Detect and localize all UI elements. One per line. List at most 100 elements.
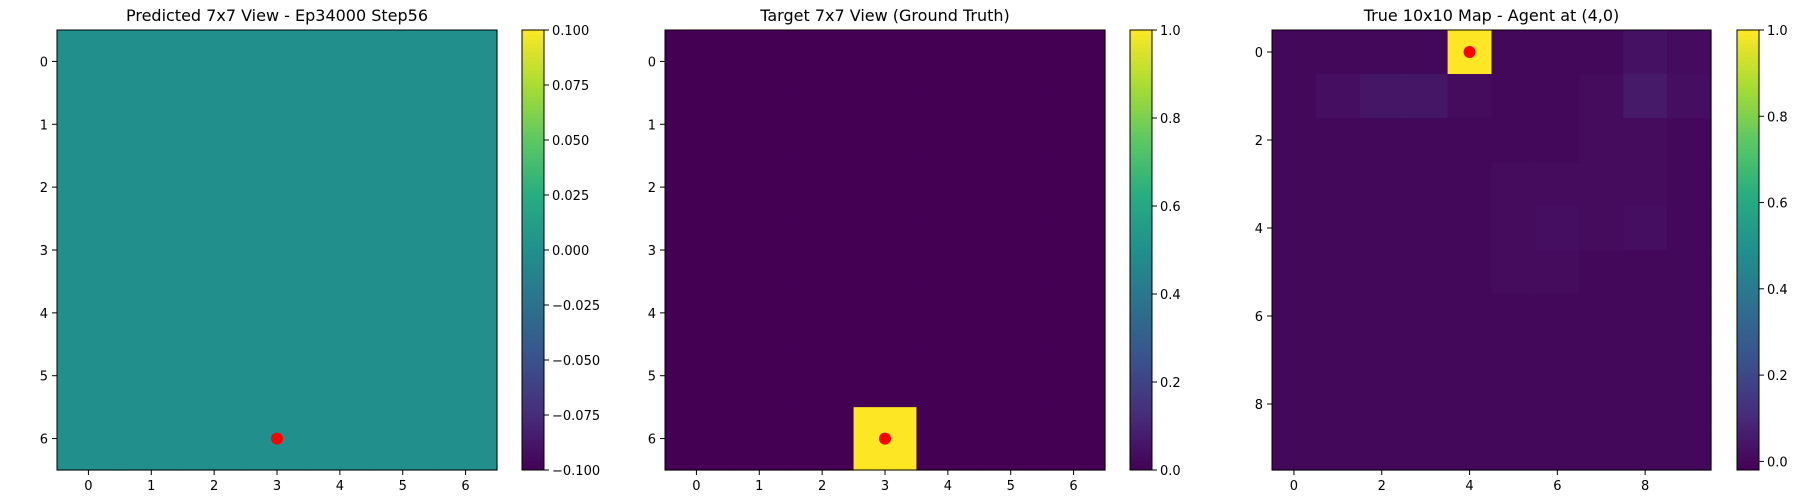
colorbar-segment (522, 417, 544, 423)
colorbar-segment (1130, 408, 1152, 414)
colorbar-segment (1737, 316, 1759, 321)
heatmap-cell (1272, 294, 1317, 339)
colorbar-segment (1737, 52, 1759, 57)
heatmap-cell (1042, 92, 1106, 157)
colorbar-segment (1737, 197, 1759, 203)
y-tick-label: 1 (40, 118, 48, 133)
x-tick-label: 8 (1641, 479, 1649, 494)
colorbar-segment (1737, 311, 1759, 317)
colorbar-segment (1130, 201, 1152, 207)
colorbar-segment (522, 65, 544, 71)
heatmap-cell (1623, 162, 1668, 207)
colorbar-segment (1130, 342, 1152, 348)
colorbar-tick-label: 0.100 (552, 24, 589, 39)
colorbar-segment (522, 206, 544, 211)
colorbar-segment (522, 56, 544, 62)
x-tick-label: 0 (84, 479, 92, 494)
colorbar-segment (1737, 443, 1759, 449)
colorbar: 1.0 0.8 0.6 0.4 0.2 0.0 (1736, 24, 1788, 471)
colorbar-segment (522, 412, 544, 418)
colorbar-segment (1130, 254, 1152, 260)
colorbar-segment (1737, 192, 1759, 198)
colorbar-segment (1130, 302, 1152, 308)
colorbar-tick-label: 0.050 (552, 134, 589, 149)
colorbar-segment (1130, 395, 1152, 401)
colorbar-tick-label: −0.025 (552, 299, 600, 314)
colorbar-segment (522, 197, 544, 203)
heatmap-cell (916, 155, 980, 220)
heatmap-cell (853, 30, 918, 94)
y-tick-label: 6 (40, 433, 48, 448)
colorbar-segment (1130, 307, 1152, 313)
colorbar-segment (522, 166, 544, 172)
heatmap-cell (1623, 382, 1668, 427)
colorbar-segment (1737, 236, 1759, 242)
colorbar-segment (1130, 232, 1152, 238)
colorbar-segment (1737, 109, 1759, 115)
colorbar-segment (522, 38, 544, 44)
colorbar-segment (1130, 276, 1152, 282)
colorbar-segment (1130, 184, 1152, 189)
colorbar-segment (1130, 399, 1152, 405)
colorbar-segment (1130, 417, 1152, 423)
colorbar-segment (1130, 104, 1152, 110)
colorbar-segment (1737, 461, 1759, 467)
colorbar-segment (1737, 351, 1759, 357)
colorbar-segment (1130, 382, 1152, 387)
colorbar-segment (1737, 60, 1759, 66)
colorbar-segment (1130, 263, 1152, 269)
heatmap-cell (308, 218, 372, 283)
colorbar-segment (1737, 399, 1759, 405)
colorbar-segment (1130, 461, 1152, 467)
heatmap-cell (1447, 382, 1493, 427)
heatmap-cell (182, 30, 247, 94)
x-tick-label: 2 (818, 479, 826, 494)
heatmap-cell (119, 218, 184, 283)
colorbar: 1.0 0.8 0.6 0.4 0.2 0.0 (1129, 24, 1181, 479)
colorbar-segment (522, 448, 544, 453)
heatmap-cell (790, 218, 855, 283)
heatmap-cell (1535, 382, 1580, 427)
heatmap-cell (727, 407, 792, 471)
heatmap-cell (1535, 74, 1580, 119)
colorbar-segment (1737, 456, 1759, 462)
heatmap-cell (727, 344, 792, 408)
colorbar-segment (1130, 311, 1152, 317)
colorbar-segment (1130, 179, 1152, 185)
colorbar-segment (522, 47, 544, 53)
heatmap-cell (1272, 382, 1317, 427)
x-tick-label: 0 (692, 479, 700, 494)
x-tick-label: 4 (944, 479, 952, 494)
heatmap-cell (665, 218, 729, 283)
colorbar-segment (522, 399, 544, 405)
heatmap-cell (916, 30, 980, 94)
heatmap-cell (1042, 344, 1106, 408)
x-tick-label: 2 (210, 479, 218, 494)
y-tick-label: 4 (40, 307, 48, 322)
colorbar-segment (522, 228, 544, 233)
colorbar-segment (1737, 214, 1759, 220)
x-tick-label: 2 (1378, 479, 1386, 494)
heatmap-panel-0: Predicted 7x7 View - Ep34000 Step56 0 1 2 3 4… (40, 6, 600, 494)
colorbar-segment (1130, 43, 1152, 49)
heatmap-cell (979, 344, 1043, 408)
colorbar-segment (522, 179, 544, 185)
x-tick-label: 3 (273, 479, 281, 494)
heatmap-cell (790, 344, 855, 408)
heatmap-cell (308, 281, 372, 345)
colorbar-segment (1737, 386, 1759, 392)
colorbar-segment (522, 109, 544, 115)
colorbar-segment (522, 144, 544, 150)
heatmap-cell (1403, 338, 1449, 383)
heatmap-cell (245, 155, 310, 220)
colorbar-segment (1737, 47, 1759, 53)
colorbar-segment (1737, 430, 1759, 436)
x-tick-label: 3 (881, 479, 889, 494)
colorbar-segment (1130, 439, 1152, 445)
heatmap-cell (1315, 30, 1361, 75)
colorbar-segment (1737, 426, 1759, 431)
y-tick-label: 0 (1255, 46, 1263, 61)
heatmap-cell (1535, 162, 1580, 207)
panel-title: True 10x10 Map - Agent at (4,0) (1363, 6, 1620, 25)
heatmap-cell (979, 281, 1043, 345)
